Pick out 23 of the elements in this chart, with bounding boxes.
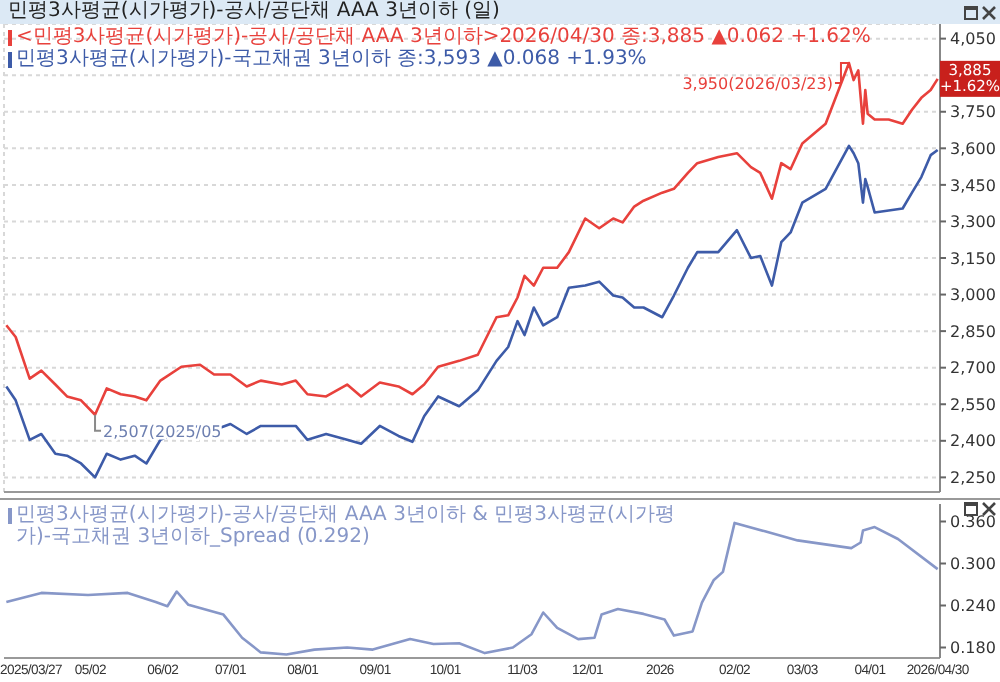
y-tick-label: 4,050 [950, 30, 996, 49]
legend-label: 민평3사평균(시가평가)-공사/공단채 AAA 3년이하 & 민평3사평균(시가평가)-국고채권 3년이하_Spread (0.292) [16, 504, 677, 548]
y-tick-label: 3,150 [950, 249, 996, 268]
line-series [5, 144, 939, 479]
y-tick-label: 0.300 [950, 555, 996, 574]
annotation: 3,950(2026/03/23) [682, 75, 833, 93]
y-tick-label: 3,300 [950, 213, 996, 232]
y-tick-label: 0.180 [950, 639, 996, 658]
chart-title: 민평3사평균(시가평가)-공사/공단채 AAA 3년이하 (일) [8, 0, 500, 24]
y-tick-label: 2,850 [950, 322, 996, 341]
line-series [5, 521, 939, 656]
y-tick-label: 0.360 [950, 513, 996, 532]
y-tick-label: 3,750 [950, 103, 996, 122]
y-tick-label: 3,450 [950, 176, 996, 195]
y-tick-label: 0.240 [950, 597, 996, 616]
legend-label: <민평3사평균(시가평가)-공사/공단채 AAA 3년이하>2026/04/30 종:3,885 ▲0.062 +1.62% [16, 26, 871, 48]
y-tick-label: 3,000 [950, 286, 996, 305]
y-tick-label: 2,550 [950, 395, 996, 414]
y-tick-label: 2,700 [950, 359, 996, 378]
y-tick-label: 3,600 [950, 139, 996, 158]
legend-label: 민평3사평균(시가평가)-국고채권 3년이하 종:3,593 ▲0.068 +1.93% [16, 48, 647, 70]
y-tick-label: 2,400 [950, 432, 996, 451]
y-tick-label: 2,250 [950, 469, 996, 488]
